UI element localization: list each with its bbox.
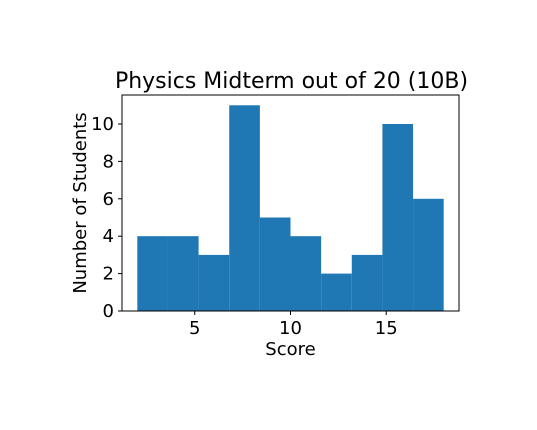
histogram-bar <box>413 198 444 311</box>
y-axis-label: Number of Students <box>70 112 91 293</box>
histogram-bar <box>167 236 199 311</box>
x-axis-ticks: 5 10 15 <box>189 311 398 339</box>
histogram-bar <box>290 236 322 311</box>
x-tick-label: 10 <box>279 318 302 339</box>
histogram-bar <box>137 236 168 311</box>
y-tick-label: 2 <box>103 264 114 285</box>
y-axis-ticks: 0 2 4 6 8 10 <box>91 114 122 322</box>
histogram-bar <box>382 123 414 311</box>
chart-title: Physics Midterm out of 20 (10B) <box>115 69 468 94</box>
histogram-bar <box>229 105 260 312</box>
y-tick-label: 10 <box>91 114 114 135</box>
x-tick-label: 5 <box>189 318 200 339</box>
bars <box>137 105 444 312</box>
y-tick-label: 8 <box>103 151 114 172</box>
y-tick-label: 6 <box>103 189 114 210</box>
x-axis-label: Score <box>265 339 315 360</box>
y-tick-label: 4 <box>103 226 114 247</box>
y-tick-label: 0 <box>103 301 114 322</box>
histogram-bar <box>351 254 383 311</box>
x-tick-label: 15 <box>375 318 398 339</box>
histogram-bar <box>321 273 352 311</box>
histogram-bar <box>259 217 291 311</box>
histogram-bar <box>198 254 230 311</box>
